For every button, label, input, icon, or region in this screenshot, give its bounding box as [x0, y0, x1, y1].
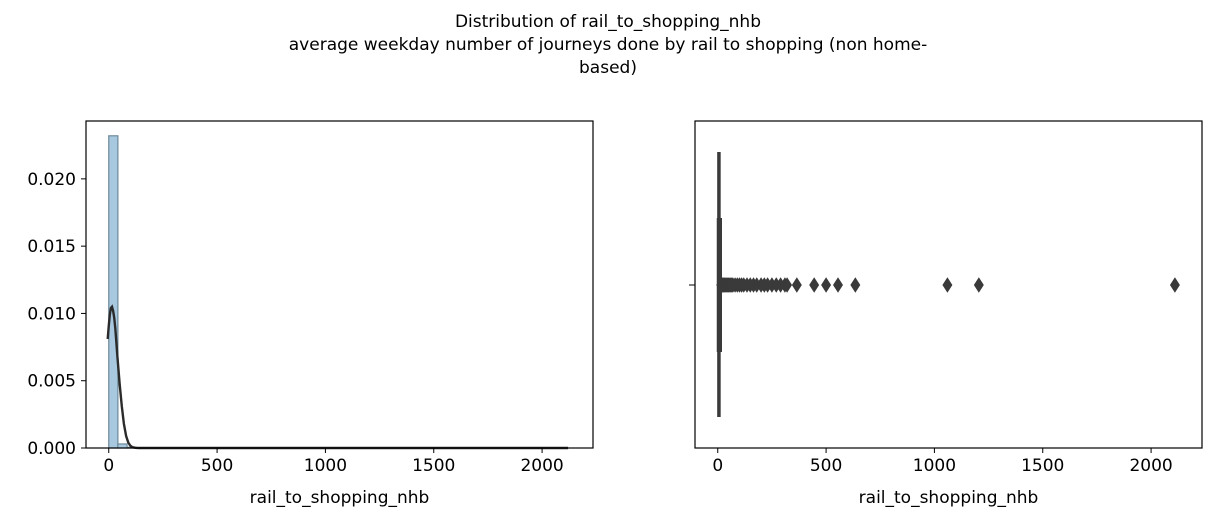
x-tick-label: 1000 — [304, 456, 347, 476]
outlier-marker — [821, 277, 832, 293]
y-tick-label: 0.010 — [27, 304, 76, 324]
x-tick-label: 2000 — [520, 456, 563, 476]
x-tick-label: 0 — [712, 456, 723, 476]
histogram-axes-frame — [85, 120, 594, 449]
histogram-plot: 0 500 1000 1500 2000 0.000 0.005 0.010 0.015 0.02… — [27, 120, 594, 508]
y-tick-label: 0.015 — [27, 237, 76, 257]
kde-line — [106, 304, 569, 450]
outlier-marker — [791, 277, 802, 293]
x-tick-label: 500 — [201, 456, 233, 476]
outlier-marker — [1169, 277, 1180, 293]
outlier-marker — [942, 277, 953, 293]
figure-title-line-1: Distribution of rail_to_shopping_nhb — [454, 12, 762, 32]
x-tick-label: 0 — [103, 456, 114, 476]
outlier-marker — [850, 277, 861, 293]
outlier-marker — [973, 277, 984, 293]
x-tick-label: 1500 — [1021, 456, 1064, 476]
y-tick-label: 0.005 — [27, 372, 76, 392]
outlier-marker — [782, 277, 793, 293]
outlier-marker — [809, 277, 820, 293]
x-axis-label: rail_to_shopping_nhb — [859, 488, 1039, 508]
figure-title-line-3: based) — [579, 58, 637, 78]
x-tick-label: 2000 — [1129, 456, 1172, 476]
boxplot-plot: 0 500 1000 1500 2000 rail_to_shopping_nhb — [689, 120, 1203, 508]
x-axis-label: rail_to_shopping_nhb — [250, 488, 430, 508]
x-tick-label: 500 — [810, 456, 842, 476]
figure-title-line-2: average weekday number of journeys done … — [288, 35, 928, 55]
histogram-bar-1 — [117, 443, 128, 449]
x-tick-label: 1500 — [412, 456, 455, 476]
histogram-bar-0 — [108, 135, 119, 449]
x-tick-label: 1000 — [913, 456, 956, 476]
outlier-marker — [833, 277, 843, 293]
y-tick-label: 0.020 — [27, 170, 76, 190]
y-tick-label: 0.000 — [27, 439, 76, 459]
